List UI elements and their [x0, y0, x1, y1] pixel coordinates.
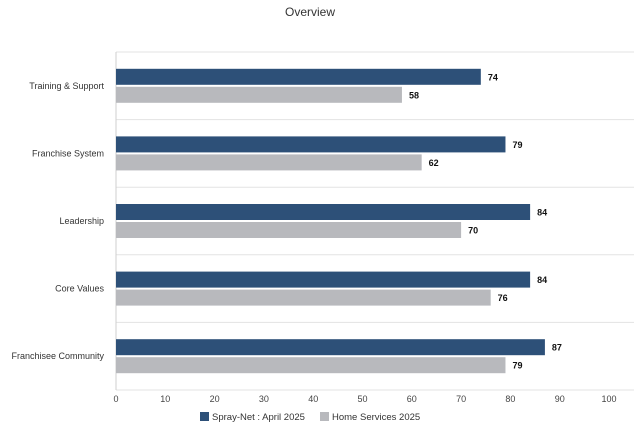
plot-area: Training & Support 74 58 Franchise System 79… — [11, 51, 634, 404]
bar-spray-net — [116, 204, 531, 220]
data-label: 87 — [552, 343, 562, 353]
data-label: 70 — [468, 226, 478, 236]
legend-swatch — [320, 412, 329, 421]
data-label: 74 — [488, 72, 498, 82]
data-label: 84 — [537, 208, 547, 218]
bar-spray-net — [116, 271, 531, 288]
data-label: 79 — [512, 361, 522, 371]
x-tick-label: 0 — [113, 394, 118, 404]
bar-home-services — [116, 154, 422, 171]
x-tick-label: 70 — [456, 394, 466, 404]
data-label: 79 — [512, 140, 522, 150]
bar-home-services — [116, 222, 462, 238]
data-label: 84 — [537, 275, 547, 285]
x-tick-label: 50 — [357, 394, 367, 404]
legend-swatch — [200, 412, 209, 421]
category-label: Core Values — [55, 284, 104, 294]
category-label: Training & Support — [29, 81, 104, 91]
bar-spray-net — [116, 68, 481, 85]
data-label: 62 — [429, 158, 439, 168]
legend: Spray-Net : April 2025 Home Services 2025 — [200, 412, 420, 423]
x-tick-label: 60 — [407, 394, 417, 404]
category-label: Franchise System — [32, 148, 104, 158]
legend-entry: Home Services 2025 — [332, 412, 420, 423]
x-tick-label: 10 — [160, 394, 170, 404]
x-tick-label: 30 — [259, 394, 269, 404]
x-tick-label: 80 — [505, 394, 515, 404]
x-tick-label: 40 — [308, 394, 318, 404]
legend-entry: Spray-Net : April 2025 — [212, 412, 305, 423]
bar-home-services — [116, 357, 506, 374]
bar-spray-net — [116, 136, 506, 153]
category-label: Leadership — [59, 216, 104, 226]
x-tick-label: 100 — [601, 394, 616, 404]
x-tick-label: 90 — [555, 394, 565, 404]
chart-title: Overview — [285, 5, 335, 19]
x-tick-label: 20 — [210, 394, 220, 404]
bar-home-services — [116, 86, 402, 103]
data-label: 76 — [498, 293, 508, 303]
bar-home-services — [116, 289, 491, 306]
bar-spray-net — [116, 339, 545, 356]
data-label: 58 — [409, 90, 419, 100]
category-label: Franchisee Community — [11, 351, 104, 361]
